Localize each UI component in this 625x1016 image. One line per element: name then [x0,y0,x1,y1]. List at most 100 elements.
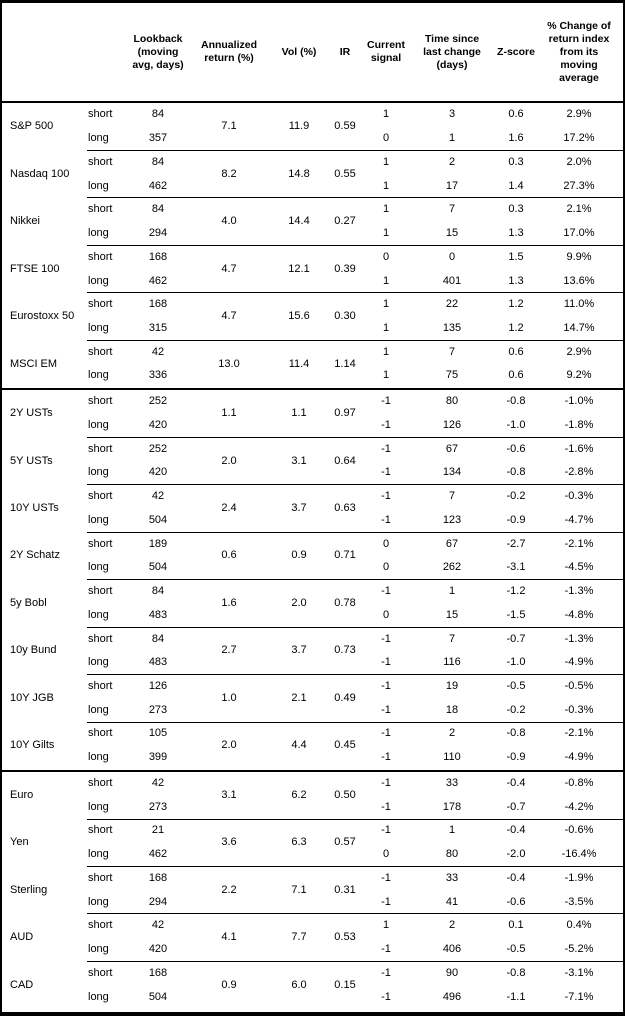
vol-value: 14.4 [288,215,310,228]
annualized-return-value: 4.1 [221,931,237,944]
current-signal-short: -1 [381,871,391,884]
asset-name: Euro [10,788,34,801]
z-score-long: -1.0 [506,418,526,431]
lookback-long-value: 504 [148,561,168,574]
current-signal-long: 1 [382,274,390,287]
vol-value: 12.1 [288,262,310,275]
pct-change-short: -0.8% [564,776,594,789]
ir-value: 0.55 [334,167,356,180]
ir-value: 0.15 [334,978,356,991]
annualized-return-value: 2.0 [221,739,237,752]
header-z-score: Z-score [497,45,535,58]
leg-short-label: short [88,919,113,932]
header-lookback: Lookback (moving avg, days) [132,32,184,71]
lookback-long-value: 462 [148,848,168,861]
current-signal-short: -1 [381,776,391,789]
z-score-short: -0.5 [506,679,526,692]
annualized-return-value: 4.7 [221,310,237,323]
current-signal-short: 1 [382,155,390,168]
vol-value: 3.1 [291,454,307,467]
asset-row-group: 10Y JGB short long 126 273 1.0 2.1 0.49 … [2,674,623,722]
annualized-return-value: 2.2 [221,883,237,896]
vol-value: 1.1 [291,407,307,420]
current-signal-long: -1 [381,990,391,1003]
z-score-short: 1.5 [508,250,524,263]
table-section: 2Y USTs short long 252 420 1.1 1.1 0.97 … [2,387,623,770]
current-signal-short: -1 [381,632,391,645]
lookback-short-value: 21 [151,824,165,837]
pct-change-short: -0.3% [564,490,594,503]
lookback-short-value: 189 [148,537,168,550]
ir-value: 0.78 [334,596,356,609]
z-score-long: -2.0 [506,848,526,861]
time-since-change-short: 90 [445,966,459,979]
z-score-long: 1.4 [508,179,524,192]
asset-row-group: Sterling short long 168 294 2.2 7.1 0.31… [2,865,623,914]
lookback-short-value: 84 [151,203,165,216]
ir-value: 0.97 [334,407,356,420]
z-score-short: 0.6 [508,108,524,121]
ir-value: 1.14 [334,357,356,370]
vol-value: 14.8 [288,167,310,180]
leg-short-label: short [88,585,113,598]
ir-value: 0.71 [334,549,356,562]
z-score-long: 1.6 [508,132,524,145]
lookback-short-value: 126 [148,679,168,692]
current-signal-short: 1 [382,919,390,932]
ir-value: 0.45 [334,739,356,752]
vol-value: 4.4 [291,739,307,752]
z-score-short: -0.8 [506,395,526,408]
current-signal-short: -1 [381,824,391,837]
annualized-return-value: 13.0 [218,357,240,370]
current-signal-long: 0 [382,848,390,861]
lookback-short-value: 42 [151,919,165,932]
asset-row-group: FTSE 100 short long 168 462 4.7 12.1 0.3… [2,244,623,292]
asset-name: 10Y USTs [10,501,59,514]
time-since-change-long: 116 [443,656,461,669]
asset-row-group: Nikkei short long 84 294 4.0 14.4 0.27 1… [2,197,623,245]
time-since-change-long: 15 [445,608,459,621]
asset-name: Nikkei [10,215,40,228]
leg-long-label: long [88,179,109,192]
current-signal-long: 1 [382,369,390,382]
pct-change-long: -4.7% [564,513,594,526]
time-since-change-short: 67 [445,442,459,455]
leg-long-label: long [88,369,109,382]
time-since-change-long: 496 [442,990,462,1003]
lookback-long-value: 462 [148,179,168,192]
current-signal-short: 1 [382,203,390,216]
time-since-change-long: 110 [443,751,461,764]
z-score-short: -0.7 [506,632,526,645]
time-since-change-short: 33 [445,776,459,789]
vol-value: 3.7 [291,644,307,657]
current-signal-long: -1 [381,943,391,956]
vol-value: 15.6 [288,310,310,323]
table-header-row: Lookback (moving avg, days) Annualized r… [2,3,623,103]
vol-value: 6.3 [291,836,307,849]
vol-value: 2.0 [291,596,307,609]
pct-change-short: -2.1% [564,537,594,550]
current-signal-short: 0 [382,537,390,550]
current-signal-short: -1 [381,727,391,740]
ir-value: 0.30 [334,310,356,323]
leg-long-label: long [88,513,109,526]
leg-long-label: long [88,132,109,145]
leg-short-label: short [88,824,113,837]
annualized-return-value: 0.6 [221,549,237,562]
leg-short-label: short [88,679,113,692]
time-since-change-long: 123 [442,513,462,526]
z-score-short: -0.4 [506,776,526,789]
lookback-long-value: 294 [148,895,168,908]
current-signal-short: 1 [382,108,390,121]
ir-value: 0.27 [334,215,356,228]
leg-short-label: short [88,345,113,358]
ir-value: 0.73 [334,644,356,657]
pct-change-short: -1.3% [564,585,594,598]
annualized-return-value: 8.2 [221,167,237,180]
ir-value: 0.64 [334,454,356,467]
z-score-long: 1.3 [508,274,524,287]
leg-long-label: long [88,703,109,716]
ir-value: 0.53 [334,931,356,944]
asset-name: Yen [10,836,29,849]
leg-short-label: short [88,871,113,884]
